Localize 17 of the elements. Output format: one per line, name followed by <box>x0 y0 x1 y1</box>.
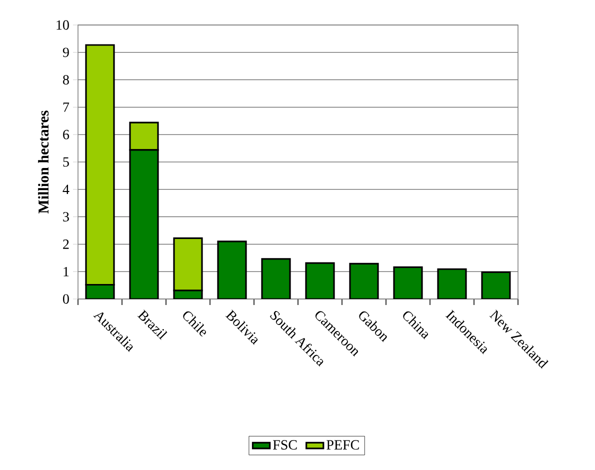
y-tick-label: 1 <box>64 266 69 276</box>
y-tick-label: 10 <box>56 20 69 30</box>
y-tick-label: 3 <box>63 212 69 222</box>
y-tick-label: 2 <box>63 240 69 249</box>
y-tick-label: 0 <box>63 294 69 304</box>
bar <box>173 237 203 292</box>
y-tick-label: 9 <box>62 48 69 58</box>
bar <box>130 150 158 299</box>
y-tick-label: 4 <box>62 184 70 194</box>
y-tick-label: 6 <box>63 130 70 140</box>
y-tick-label: 5 <box>63 157 69 167</box>
legend-label: FSC <box>273 440 297 450</box>
bar <box>218 241 246 299</box>
y-tick-label: 8 <box>63 75 69 85</box>
legend-label: PEFC <box>326 440 359 450</box>
y-axis-title: Million hectares <box>38 110 49 214</box>
y-tick-label: 7 <box>63 102 70 112</box>
